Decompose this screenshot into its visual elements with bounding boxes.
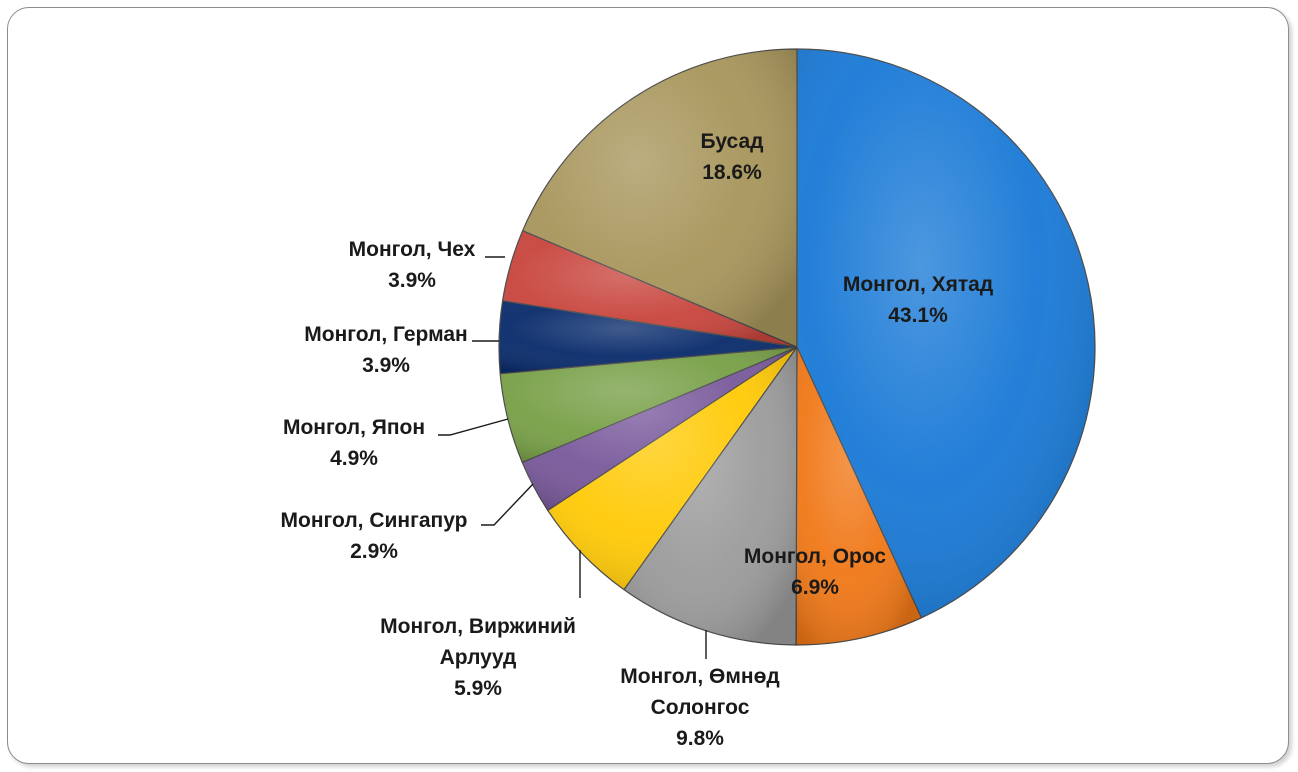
slice-name-label: Арлууд	[440, 646, 517, 669]
leader-lines	[438, 256, 707, 659]
slice-value-label: 3.9%	[388, 269, 436, 292]
slice-value-label: 5.9%	[454, 677, 502, 700]
slice-name-label: Монгол, Япон	[283, 416, 425, 439]
pie-slice-shading-2	[796, 347, 922, 646]
slice-label-4: Монгол, Виржиний Арлууд 5.9%	[380, 615, 576, 700]
slice-name-label: Бусад	[701, 130, 764, 153]
pie-slice-shading-9	[522, 49, 797, 347]
pie-chart: Монгол, Хятад 43.1%Монгол, Орос 6.9%Монгол…	[281, 48, 1096, 750]
slice-label-9: Бусад 18.6%	[701, 130, 764, 184]
slice-label-2: Монгол, Орос 6.9%	[744, 545, 887, 599]
slice-value-label: 9.8%	[676, 727, 724, 750]
slice-label-3: Монгол, Өмнөд Солонгос 9.8%	[620, 665, 780, 750]
pie-slice-shading-5	[522, 347, 797, 511]
slice-label-7: Монгол, Герман 3.9%	[304, 323, 467, 377]
pie-slice-shading-3	[623, 347, 797, 645]
slice-name-label: Монгол, Виржиний	[380, 615, 576, 638]
pie-slice-shading-6	[500, 347, 797, 463]
slice-name-label: Монгол, Орос	[744, 545, 887, 568]
pie-shading	[499, 49, 1096, 646]
slice-label-5: Монгол, Сингапур 2.9%	[281, 509, 468, 563]
slice-name-label: Монгол, Чех	[349, 238, 476, 261]
slice-label-8: Монгол, Чех 3.9%	[349, 238, 476, 292]
slice-label-1: Монгол, Хятад 43.1%	[843, 273, 993, 327]
leader-line-5	[481, 483, 534, 526]
slice-label-6: Монгол, Япон 4.9%	[283, 416, 425, 470]
slice-value-label: 3.9%	[362, 354, 410, 377]
pie-slice-shading-1	[797, 49, 1096, 618]
slice-labels: Монгол, Хятад 43.1%Монгол, Орос 6.9%Монгол…	[281, 130, 994, 750]
slice-name-label: Монгол, Өмнөд	[620, 665, 780, 688]
slice-name-label: Монгол, Герман	[304, 323, 467, 346]
slice-name-label: Солонгос	[651, 696, 750, 719]
slice-value-label: 18.6%	[702, 161, 762, 184]
chart-frame: Монгол, Хятад 43.1% Монгол, Орос 6.9% Монгол…	[7, 7, 1289, 764]
pie-slice-shading-7	[499, 300, 797, 374]
pie-slice-shading-8	[502, 230, 797, 347]
slice-value-label: 2.9%	[350, 540, 398, 563]
pie-slice-shading-4	[547, 347, 797, 590]
slice-value-label: 6.9%	[791, 576, 839, 599]
slice-value-label: 43.1%	[888, 304, 948, 327]
slice-name-label: Монгол, Хятад	[843, 273, 993, 296]
slice-name-label: Монгол, Сингапур	[281, 509, 468, 532]
slice-value-label: 4.9%	[330, 447, 378, 470]
leader-line-6	[438, 418, 509, 436]
